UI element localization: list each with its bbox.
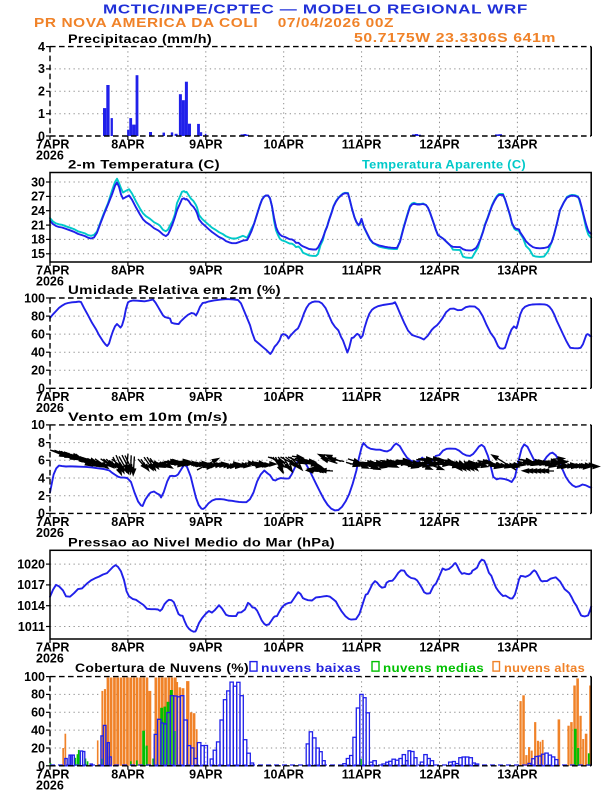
svg-text:9APR: 9APR	[189, 515, 222, 529]
svg-text:2026: 2026	[36, 401, 64, 415]
svg-text:11APR: 11APR	[342, 515, 382, 529]
svg-text:12APR: 12APR	[419, 515, 459, 529]
svg-text:10APR: 10APR	[264, 264, 304, 278]
svg-text:7APR: 7APR	[36, 515, 69, 529]
svg-text:10: 10	[31, 418, 45, 432]
svg-text:2: 2	[38, 489, 45, 503]
svg-text:9APR: 9APR	[189, 767, 222, 781]
svg-text:13APR: 13APR	[497, 767, 537, 781]
svg-text:50.7175W 23.3306S 641m: 50.7175W 23.3306S 641m	[354, 30, 556, 45]
svg-text:8APR: 8APR	[111, 515, 144, 529]
svg-text:8APR: 8APR	[111, 390, 144, 404]
svg-text:PR NOVA AMERICA DA COLI 07/: PR NOVA AMERICA DA COLI 07/04/2026 00Z	[34, 15, 394, 30]
svg-text:80: 80	[31, 309, 45, 323]
svg-text:8: 8	[38, 436, 45, 450]
svg-text:8APR: 8APR	[111, 138, 144, 152]
svg-text:0: 0	[38, 129, 45, 143]
svg-text:9APR: 9APR	[189, 264, 222, 278]
svg-text:10APR: 10APR	[264, 138, 304, 152]
svg-text:27: 27	[31, 190, 45, 204]
svg-text:30: 30	[31, 175, 45, 189]
svg-text:MCTIC/INPE/CPTEC — MODELO REGI: MCTIC/INPE/CPTEC — MODELO REGIONAL WRF	[103, 2, 528, 17]
svg-text:Temperatura Aparente (C): Temperatura Aparente (C)	[362, 158, 526, 172]
svg-text:4: 4	[38, 471, 45, 485]
svg-text:8APR: 8APR	[111, 641, 144, 655]
svg-text:0: 0	[38, 507, 45, 521]
svg-text:1011: 1011	[18, 620, 45, 634]
svg-text:9APR: 9APR	[189, 641, 222, 655]
svg-text:40: 40	[31, 723, 45, 737]
svg-text:12APR: 12APR	[419, 264, 459, 278]
svg-text:100: 100	[24, 670, 45, 684]
svg-text:10APR: 10APR	[264, 515, 304, 529]
svg-text:7APR: 7APR	[36, 390, 69, 404]
svg-text:8APR: 8APR	[111, 767, 144, 781]
svg-text:4: 4	[38, 40, 45, 54]
svg-text:11APR: 11APR	[342, 641, 382, 655]
svg-text:13APR: 13APR	[497, 390, 537, 404]
svg-text:2: 2	[38, 85, 45, 99]
svg-text:13APR: 13APR	[497, 138, 537, 152]
svg-text:Umidade Relativa em 2m (%): Umidade Relativa em 2m (%)	[68, 283, 281, 297]
svg-text:12APR: 12APR	[419, 767, 459, 781]
svg-text:13APR: 13APR	[497, 641, 537, 655]
svg-text:2026: 2026	[36, 149, 64, 163]
svg-text:11APR: 11APR	[342, 390, 382, 404]
svg-text:13APR: 13APR	[497, 515, 537, 529]
svg-text:2-m Temperatura (C): 2-m Temperatura (C)	[68, 158, 220, 172]
svg-text:40: 40	[31, 346, 45, 360]
svg-text:20: 20	[31, 741, 45, 755]
svg-text:nuvens altas: nuvens altas	[504, 661, 585, 675]
svg-text:20: 20	[31, 364, 45, 378]
svg-text:6: 6	[38, 454, 45, 468]
svg-text:1020: 1020	[17, 557, 45, 571]
svg-text:10APR: 10APR	[264, 767, 304, 781]
svg-text:60: 60	[31, 706, 45, 720]
svg-text:Cobertura de Nuvens (%): Cobertura de Nuvens (%)	[75, 661, 249, 675]
svg-text:15: 15	[31, 247, 45, 261]
svg-text:11APR: 11APR	[342, 767, 382, 781]
svg-text:nuvens baixas: nuvens baixas	[261, 661, 361, 675]
svg-text:8APR: 8APR	[111, 264, 144, 278]
svg-text:18: 18	[31, 233, 45, 247]
svg-text:12APR: 12APR	[419, 390, 459, 404]
svg-text:10APR: 10APR	[264, 641, 304, 655]
svg-text:12APR: 12APR	[419, 641, 459, 655]
svg-text:7APR: 7APR	[36, 264, 69, 278]
svg-text:0: 0	[38, 382, 45, 396]
svg-text:Vento em 10m (m/s): Vento em 10m (m/s)	[68, 410, 228, 424]
svg-text:1017: 1017	[17, 578, 45, 592]
svg-text:3: 3	[38, 62, 45, 76]
svg-text:80: 80	[31, 688, 45, 702]
svg-text:2026: 2026	[36, 526, 64, 540]
svg-text:Pressao ao Nivel Medio do Mar: Pressao ao Nivel Medio do Mar (hPa)	[68, 536, 335, 550]
svg-text:nuvens medias: nuvens medias	[383, 661, 484, 675]
svg-text:24: 24	[31, 204, 45, 218]
svg-text:0: 0	[38, 759, 45, 773]
svg-text:1014: 1014	[17, 599, 45, 613]
svg-text:60: 60	[31, 327, 45, 341]
svg-text:7APR: 7APR	[36, 138, 69, 152]
svg-text:2026: 2026	[36, 275, 64, 289]
svg-text:7APR: 7APR	[36, 767, 69, 781]
svg-text:7APR: 7APR	[36, 641, 69, 655]
svg-text:1: 1	[38, 107, 45, 121]
svg-text:100: 100	[24, 291, 45, 305]
svg-text:11APR: 11APR	[342, 138, 382, 152]
svg-text:11APR: 11APR	[342, 264, 382, 278]
svg-text:2026: 2026	[36, 778, 64, 792]
svg-text:10APR: 10APR	[264, 390, 304, 404]
svg-text:Precipitacao (mm/h): Precipitacao (mm/h)	[68, 32, 212, 46]
svg-text:13APR: 13APR	[497, 264, 537, 278]
svg-text:21: 21	[31, 218, 45, 232]
svg-text:9APR: 9APR	[189, 138, 222, 152]
svg-text:2026: 2026	[36, 652, 64, 666]
svg-text:12APR: 12APR	[419, 138, 459, 152]
svg-text:9APR: 9APR	[189, 390, 222, 404]
